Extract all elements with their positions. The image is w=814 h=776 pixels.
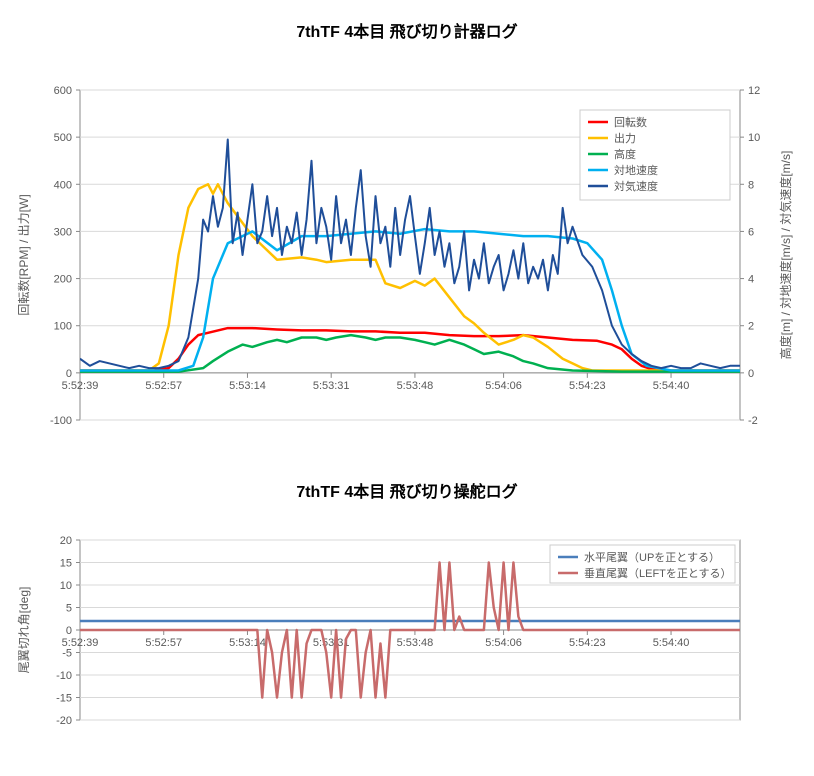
svg-text:-20: -20 (56, 715, 72, 727)
chart1-svg: -100 0 100 200 300 400 500 600 -2 0 2 4 6 8 10 12 5:52:3… (10, 50, 804, 470)
svg-text:5:54:06: 5:54:06 (485, 380, 522, 392)
svg-text:-10: -10 (56, 670, 72, 682)
svg-text:回転数: 回転数 (614, 116, 647, 129)
svg-text:5:54:40: 5:54:40 (653, 380, 690, 392)
svg-text:-2: -2 (748, 415, 758, 427)
chart1-title: 7thTF 4本目 飛び切り計器ログ (10, 18, 804, 42)
svg-text:0: 0 (748, 368, 754, 380)
svg-text:-15: -15 (56, 693, 72, 705)
svg-text:5:52:39: 5:52:39 (62, 637, 99, 649)
svg-text:尾翼切れ角[deg]: 尾翼切れ角[deg] (17, 587, 31, 674)
svg-text:6: 6 (748, 226, 754, 238)
svg-text:対地速度: 対地速度 (614, 163, 658, 177)
svg-text:5:52:39: 5:52:39 (62, 380, 99, 392)
svg-text:高度[m] / 対地速度[m/s] / 対気速度[m/s]: 高度[m] / 対地速度[m/s] / 対気速度[m/s] (778, 151, 793, 360)
svg-text:0: 0 (66, 368, 72, 380)
svg-text:12: 12 (748, 85, 760, 97)
svg-text:0: 0 (66, 625, 72, 637)
svg-text:5:54:06: 5:54:06 (485, 637, 522, 649)
svg-text:高度: 高度 (614, 147, 636, 161)
svg-text:-5: -5 (62, 648, 72, 660)
svg-text:水平尾翼（UPを正とする）: 水平尾翼（UPを正とする） (584, 551, 720, 564)
svg-text:500: 500 (54, 132, 72, 144)
svg-text:5:52:57: 5:52:57 (145, 380, 182, 392)
svg-text:5:53:14: 5:53:14 (229, 637, 266, 649)
svg-text:8: 8 (748, 179, 754, 191)
svg-text:300: 300 (54, 226, 72, 238)
svg-text:垂直尾翼（LEFTを正とする）: 垂直尾翼（LEFTを正とする） (584, 566, 732, 580)
svg-text:100: 100 (54, 321, 72, 333)
svg-text:400: 400 (54, 179, 72, 191)
svg-text:5:53:31: 5:53:31 (313, 380, 350, 392)
chart2-svg: -20 -15 -10 -5 0 5 10 15 20 5:52:39 5:52:57 5:53:14… (10, 510, 804, 760)
svg-text:15: 15 (60, 558, 72, 570)
svg-text:2: 2 (748, 321, 754, 333)
svg-text:10: 10 (60, 580, 72, 592)
svg-text:200: 200 (54, 274, 72, 286)
svg-text:5:53:48: 5:53:48 (397, 637, 434, 649)
svg-text:5:54:23: 5:54:23 (569, 380, 606, 392)
svg-text:5:54:40: 5:54:40 (653, 637, 690, 649)
svg-text:5:54:23: 5:54:23 (569, 637, 606, 649)
svg-text:600: 600 (54, 85, 72, 97)
chart2-title: 7thTF 4本目 飛び切り操舵ログ (10, 478, 804, 502)
svg-text:回転数[RPM] / 出力[W]: 回転数[RPM] / 出力[W] (16, 194, 31, 315)
svg-text:5:53:48: 5:53:48 (397, 380, 434, 392)
svg-text:-100: -100 (50, 415, 72, 427)
svg-text:対気速度: 対気速度 (614, 179, 658, 193)
svg-text:10: 10 (748, 132, 760, 144)
svg-text:5:52:57: 5:52:57 (145, 637, 182, 649)
svg-text:20: 20 (60, 535, 72, 547)
svg-text:4: 4 (748, 274, 754, 286)
svg-text:5:53:14: 5:53:14 (229, 380, 266, 392)
svg-text:出力: 出力 (614, 131, 636, 145)
svg-text:5: 5 (66, 603, 72, 615)
